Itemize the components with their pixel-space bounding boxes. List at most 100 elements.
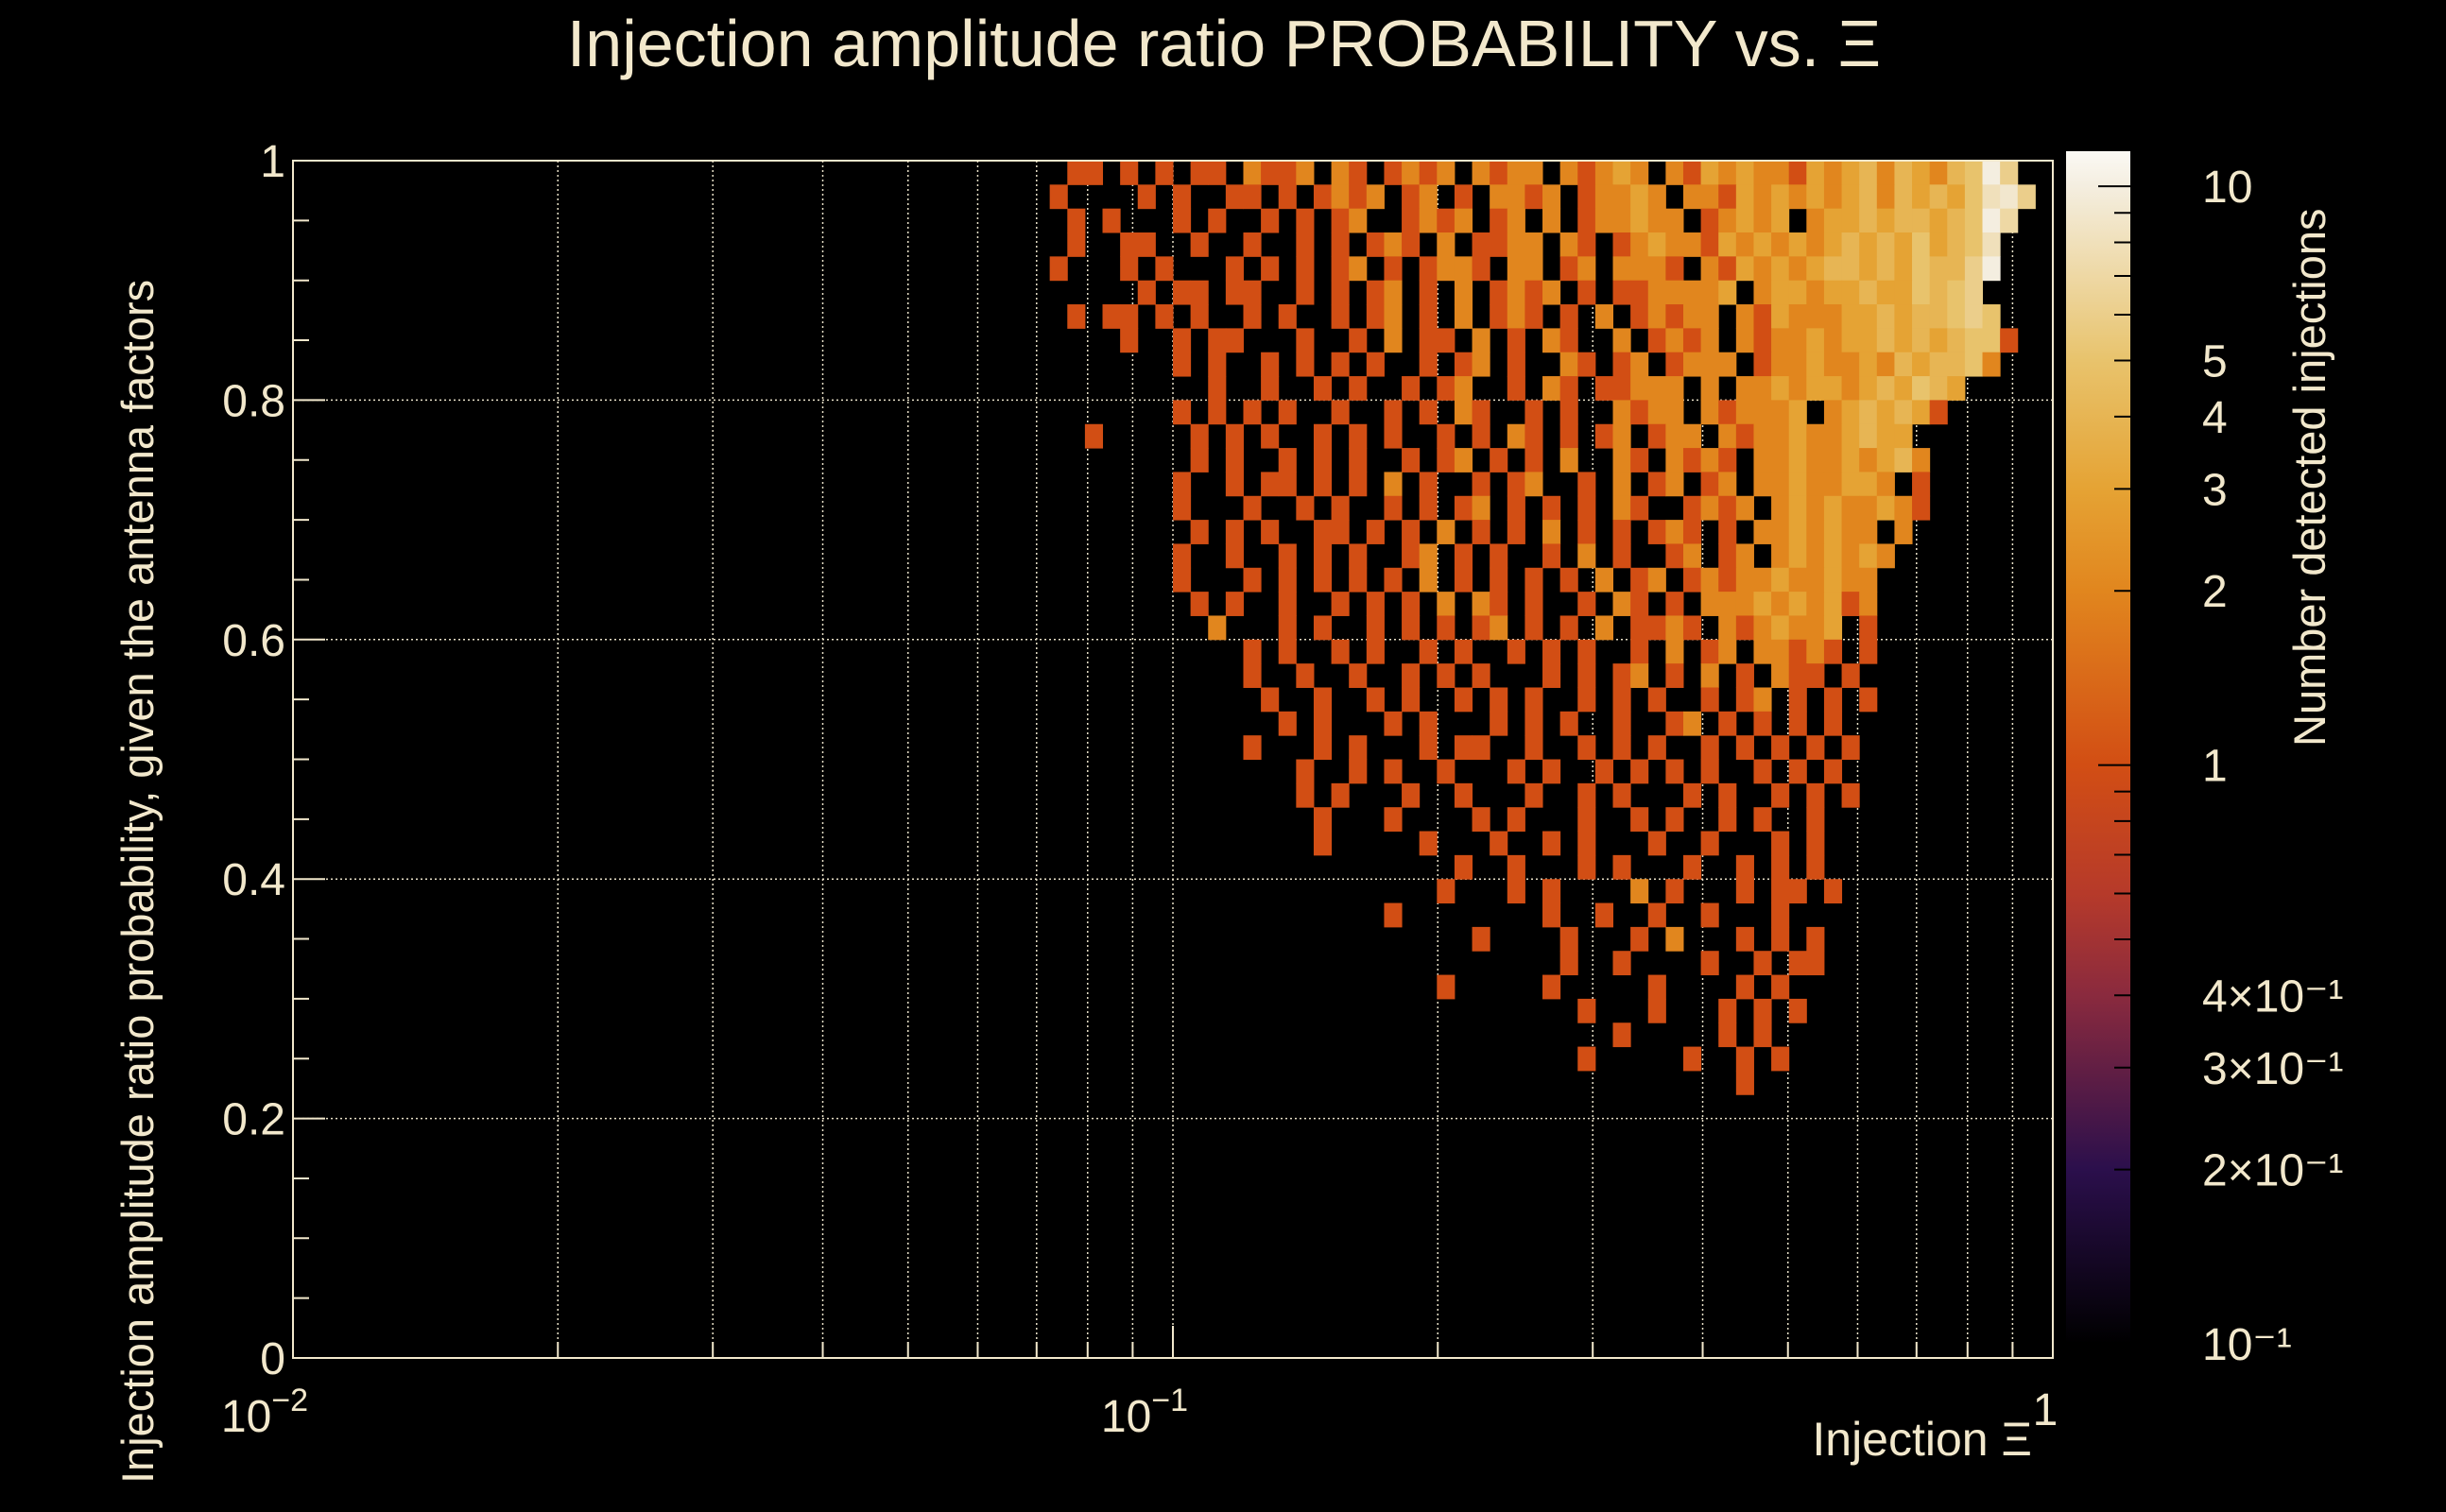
heatmap-cell bbox=[1577, 472, 1596, 497]
heatmap-cell bbox=[1296, 663, 1315, 688]
heatmap-cell bbox=[1225, 448, 1244, 472]
heatmap-cell bbox=[1437, 879, 1456, 904]
heatmap-cell bbox=[1437, 615, 1456, 641]
heatmap-cell bbox=[1524, 567, 1543, 593]
heatmap-cell bbox=[1366, 232, 1385, 257]
heatmap-cell bbox=[1771, 567, 1790, 593]
heatmap-cell bbox=[1454, 735, 1473, 760]
heatmap-cell bbox=[1912, 208, 1931, 233]
heatmap-cell bbox=[1577, 639, 1596, 664]
y-axis-title: Injection amplitude ratio probability, g… bbox=[112, 280, 163, 1484]
heatmap-cell bbox=[1225, 543, 1244, 569]
heatmap-cell bbox=[1665, 592, 1684, 616]
heatmap-cell bbox=[1577, 495, 1596, 521]
heatmap-cell bbox=[1402, 232, 1421, 257]
heatmap-cell bbox=[1753, 998, 1772, 1023]
heatmap-cell bbox=[1718, 711, 1737, 736]
heatmap-cell bbox=[1313, 423, 1333, 449]
heatmap-cell bbox=[1261, 161, 1280, 185]
heatmap-cell bbox=[1173, 184, 1192, 210]
heatmap-cell bbox=[1278, 592, 1297, 616]
heatmap-cell bbox=[1647, 567, 1666, 593]
heatmap-cell bbox=[1806, 472, 1825, 497]
heatmap-cell bbox=[1331, 280, 1350, 305]
heatmap-cell bbox=[1894, 352, 1913, 377]
heatmap-cell bbox=[1190, 592, 1209, 616]
heatmap-cell bbox=[1841, 495, 1860, 521]
heatmap-cell bbox=[1964, 304, 1984, 329]
heatmap-cell bbox=[1313, 807, 1333, 833]
heatmap-cell bbox=[1841, 376, 1860, 401]
heatmap-cell bbox=[1788, 639, 1807, 664]
heatmap-cell bbox=[1647, 256, 1666, 282]
heatmap-cell bbox=[1049, 256, 1068, 282]
heatmap-cell bbox=[1296, 232, 1315, 257]
heatmap-cell bbox=[1454, 280, 1473, 305]
heatmap-cell bbox=[1559, 567, 1578, 593]
heatmap-cell bbox=[1823, 280, 1843, 305]
heatmap-cell bbox=[1507, 495, 1525, 521]
heatmap-cell bbox=[1612, 232, 1631, 257]
heatmap-cell bbox=[1929, 400, 1948, 425]
heatmap-cell bbox=[1612, 1022, 1631, 1048]
x-tick-exponent: −2 bbox=[271, 1383, 308, 1418]
colorbar-title: Number detected injections bbox=[2284, 208, 2334, 747]
heatmap-cell bbox=[1982, 256, 2001, 282]
heatmap-cell bbox=[1788, 879, 1807, 904]
heatmap-cell bbox=[1612, 280, 1631, 305]
heatmap-cell bbox=[1665, 759, 1684, 784]
heatmap-cell bbox=[1947, 161, 1966, 185]
heatmap-cell bbox=[1173, 280, 1192, 305]
heatmap-cell bbox=[1682, 782, 1702, 808]
colorbar-gradient bbox=[2066, 151, 2130, 1344]
heatmap-cell bbox=[2000, 208, 2019, 233]
heatmap-cell bbox=[1437, 208, 1456, 233]
heatmap-cell bbox=[1823, 879, 1843, 904]
heatmap-cell bbox=[1594, 304, 1613, 329]
heatmap-cell bbox=[1806, 232, 1825, 257]
heatmap-cell bbox=[1349, 161, 1368, 185]
heatmap-cell bbox=[1559, 926, 1578, 952]
heatmap-cell bbox=[1823, 448, 1843, 472]
heatmap-cell bbox=[1735, 161, 1754, 185]
heatmap-cell bbox=[1771, 448, 1790, 472]
heatmap-cell bbox=[1982, 352, 2001, 377]
heatmap-cell bbox=[1594, 567, 1613, 593]
heatmap-cell bbox=[1577, 352, 1596, 377]
heatmap-cell bbox=[1612, 448, 1631, 472]
heatmap-cell bbox=[1735, 304, 1754, 329]
heatmap-cell bbox=[1841, 208, 1860, 233]
heatmap-cell bbox=[1612, 423, 1631, 449]
heatmap-cell bbox=[1612, 951, 1631, 976]
heatmap-cell bbox=[1876, 208, 1895, 233]
heatmap-cell bbox=[1806, 543, 1825, 569]
heatmap-cell bbox=[1559, 423, 1578, 449]
heatmap-cell bbox=[1454, 184, 1473, 210]
heatmap-cell bbox=[1384, 711, 1403, 736]
heatmap-cell bbox=[1947, 208, 1966, 233]
heatmap-cell bbox=[1647, 974, 1666, 1000]
heatmap-cell bbox=[1542, 831, 1561, 856]
heatmap-cell bbox=[1225, 256, 1244, 282]
heatmap-cell bbox=[1577, 1046, 1596, 1072]
heatmap-cell bbox=[1753, 615, 1772, 641]
heatmap-cell bbox=[1120, 328, 1139, 353]
y-tick-label: 1 bbox=[260, 137, 285, 187]
heatmap-cell bbox=[1718, 423, 1737, 449]
heatmap-cell bbox=[1964, 184, 1984, 210]
heatmap-cell bbox=[1349, 208, 1368, 233]
heatmap-cell bbox=[1296, 208, 1315, 233]
heatmap-cell bbox=[1735, 184, 1754, 210]
heatmap-cell bbox=[1894, 376, 1913, 401]
heatmap-cell bbox=[1753, 711, 1772, 736]
heatmap-cell bbox=[1225, 472, 1244, 497]
heatmap-cell bbox=[1331, 232, 1350, 257]
heatmap-cell bbox=[1859, 567, 1878, 593]
heatmap-cell bbox=[1647, 735, 1666, 760]
heatmap-cell bbox=[1630, 208, 1649, 233]
heatmap-cell bbox=[1841, 161, 1860, 185]
heatmap-cell bbox=[1296, 759, 1315, 784]
heatmap-cell bbox=[1647, 208, 1666, 233]
heatmap-cell bbox=[1964, 280, 1984, 305]
heatmap-cell bbox=[1929, 208, 1948, 233]
